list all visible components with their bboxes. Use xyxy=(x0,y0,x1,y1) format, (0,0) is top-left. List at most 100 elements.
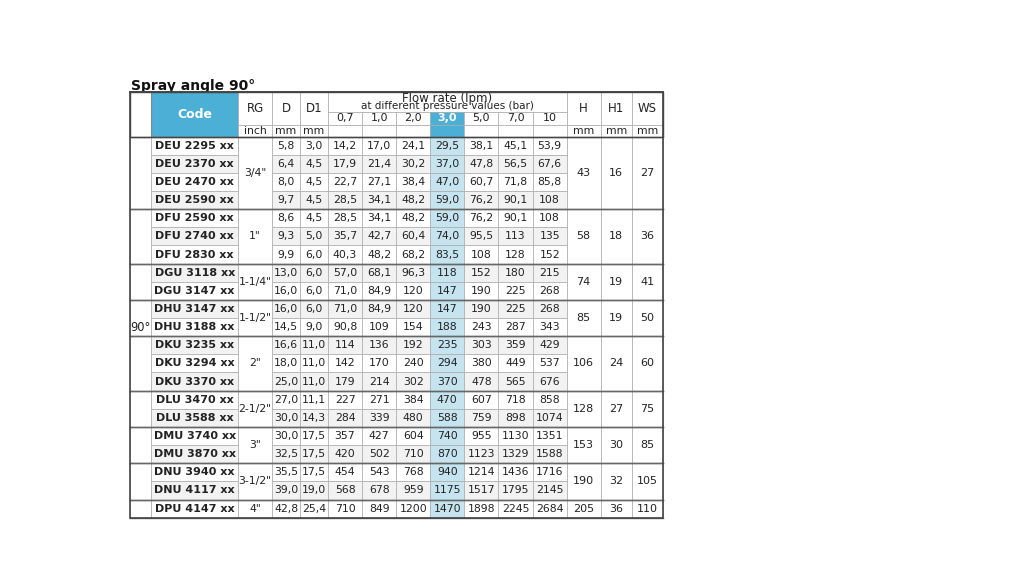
Text: 35,7: 35,7 xyxy=(333,231,357,241)
Text: 8,6: 8,6 xyxy=(278,213,295,223)
Text: 3,0: 3,0 xyxy=(437,114,457,124)
Text: 120: 120 xyxy=(402,286,424,296)
Text: 58: 58 xyxy=(577,231,591,241)
Bar xyxy=(272,155,300,173)
Bar xyxy=(499,318,532,336)
Bar xyxy=(396,409,430,427)
Bar xyxy=(396,264,430,282)
Bar xyxy=(396,300,430,318)
Bar xyxy=(430,300,464,318)
Text: Code: Code xyxy=(177,108,212,121)
Text: 14,5: 14,5 xyxy=(274,322,298,332)
Text: 16,6: 16,6 xyxy=(274,340,298,350)
Bar xyxy=(328,155,362,173)
Bar xyxy=(464,373,499,391)
Bar xyxy=(464,125,499,137)
Bar xyxy=(396,246,430,264)
Bar xyxy=(328,499,362,517)
Bar xyxy=(396,336,430,355)
Bar xyxy=(499,246,532,264)
Bar xyxy=(152,191,238,209)
Text: 24: 24 xyxy=(609,359,624,369)
Bar xyxy=(272,137,300,155)
Text: 1470: 1470 xyxy=(433,503,461,513)
Bar xyxy=(430,173,464,191)
Text: 359: 359 xyxy=(505,340,525,350)
Bar xyxy=(272,427,300,445)
Text: 8,0: 8,0 xyxy=(278,177,295,187)
Text: 190: 190 xyxy=(573,476,594,486)
Text: 29,5: 29,5 xyxy=(435,141,460,151)
Text: 759: 759 xyxy=(471,413,492,423)
Text: 109: 109 xyxy=(369,322,389,332)
Bar xyxy=(430,318,464,336)
Bar xyxy=(499,499,532,517)
Bar xyxy=(601,391,632,427)
Bar xyxy=(532,427,566,445)
Bar xyxy=(328,318,362,336)
Text: 85: 85 xyxy=(640,440,654,450)
Text: 27,1: 27,1 xyxy=(367,177,391,187)
Text: 59,0: 59,0 xyxy=(435,195,460,205)
Bar xyxy=(272,336,300,355)
Bar xyxy=(272,464,300,481)
Bar xyxy=(464,427,499,445)
Text: 41: 41 xyxy=(640,277,654,287)
Bar xyxy=(272,227,300,246)
Text: 588: 588 xyxy=(437,413,458,423)
Text: 39,0: 39,0 xyxy=(274,485,298,496)
Bar xyxy=(430,427,464,445)
Text: 607: 607 xyxy=(471,395,492,405)
Bar xyxy=(632,427,663,464)
Bar xyxy=(300,445,328,464)
Bar xyxy=(300,300,328,318)
Text: 192: 192 xyxy=(402,340,424,350)
Bar xyxy=(152,92,238,137)
Text: 357: 357 xyxy=(335,431,355,441)
Text: 47,0: 47,0 xyxy=(435,177,460,187)
Text: 1795: 1795 xyxy=(502,485,529,496)
Text: WS: WS xyxy=(638,102,656,115)
Bar xyxy=(300,427,328,445)
Bar xyxy=(532,264,566,282)
Bar xyxy=(362,227,396,246)
Bar xyxy=(464,155,499,173)
Text: 28,5: 28,5 xyxy=(333,213,357,223)
Text: 59,0: 59,0 xyxy=(435,213,460,223)
Text: 268: 268 xyxy=(540,286,560,296)
Bar xyxy=(396,499,430,517)
Text: 13,0: 13,0 xyxy=(274,268,298,278)
Bar xyxy=(238,137,272,209)
Bar xyxy=(601,125,632,137)
Bar xyxy=(300,318,328,336)
Text: 429: 429 xyxy=(540,340,560,350)
Bar xyxy=(272,282,300,300)
Text: 959: 959 xyxy=(402,485,424,496)
Text: 9,7: 9,7 xyxy=(278,195,295,205)
Text: 47,8: 47,8 xyxy=(469,159,494,169)
Bar xyxy=(362,264,396,282)
Text: 180: 180 xyxy=(505,268,526,278)
Bar xyxy=(300,464,328,481)
Bar xyxy=(532,137,566,155)
Text: 27,0: 27,0 xyxy=(274,395,298,405)
Text: 16,0: 16,0 xyxy=(274,286,298,296)
Text: 40,3: 40,3 xyxy=(333,250,357,260)
Bar xyxy=(328,246,362,264)
Text: 4": 4" xyxy=(249,503,261,513)
Bar xyxy=(430,227,464,246)
Bar xyxy=(362,173,396,191)
Text: 2,0: 2,0 xyxy=(404,114,422,124)
Text: 1": 1" xyxy=(249,231,261,241)
Text: 420: 420 xyxy=(335,449,355,459)
Bar xyxy=(396,227,430,246)
Bar xyxy=(328,481,362,499)
Text: 30: 30 xyxy=(609,440,624,450)
Text: RG: RG xyxy=(247,102,264,115)
Text: 68,2: 68,2 xyxy=(401,250,425,260)
Bar xyxy=(430,391,464,409)
Text: 1716: 1716 xyxy=(536,467,563,478)
Text: 128: 128 xyxy=(573,404,594,414)
Text: 50: 50 xyxy=(640,313,654,323)
Text: 42,7: 42,7 xyxy=(367,231,391,241)
